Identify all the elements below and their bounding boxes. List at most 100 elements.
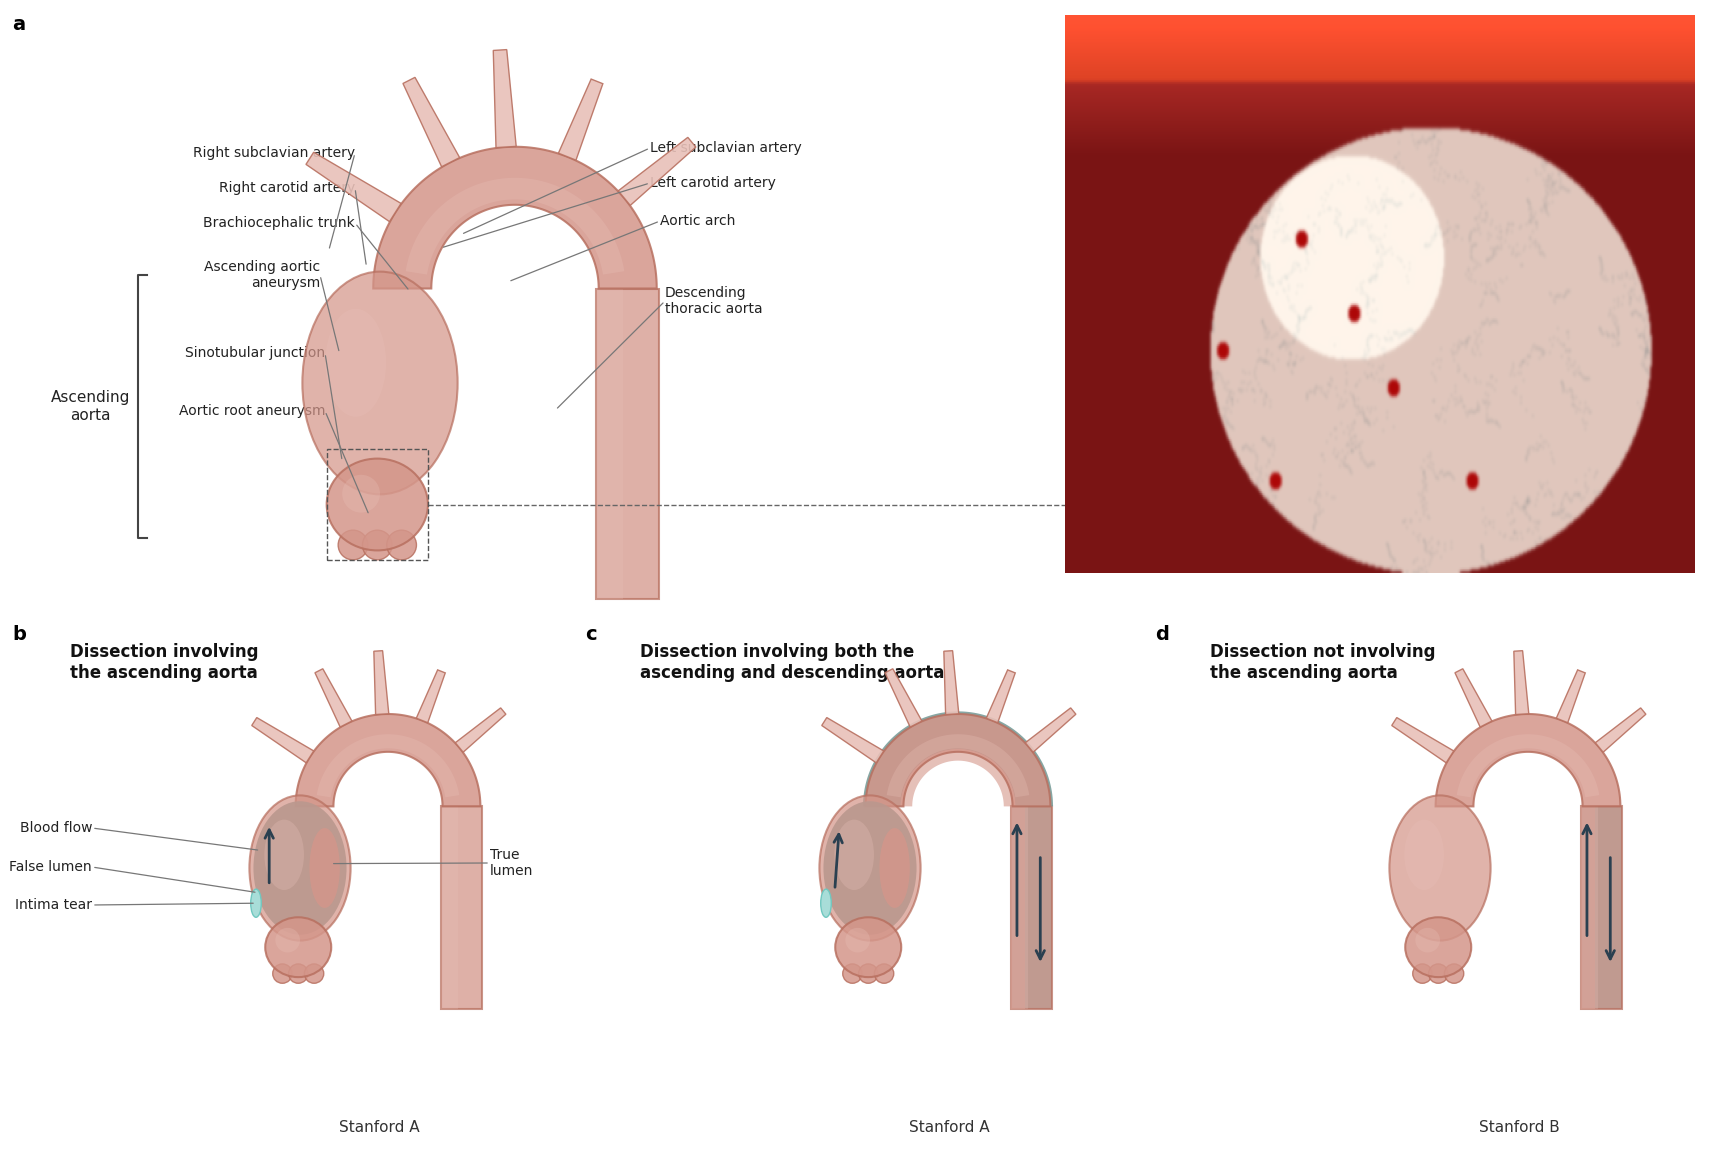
Polygon shape: [296, 714, 481, 806]
Polygon shape: [887, 734, 1029, 798]
Ellipse shape: [265, 918, 332, 977]
Text: Brachiocephalic trunk: Brachiocephalic trunk: [203, 216, 356, 230]
Text: Sinotubular junction: Sinotubular junction: [185, 347, 325, 361]
Polygon shape: [316, 734, 460, 798]
Polygon shape: [1436, 714, 1621, 806]
Text: c: c: [585, 625, 597, 644]
Text: Dissection involving both the
ascending and descending aorta: Dissection involving both the ascending …: [640, 643, 944, 682]
Polygon shape: [374, 650, 388, 714]
Ellipse shape: [1428, 964, 1448, 983]
Ellipse shape: [1412, 964, 1431, 983]
Polygon shape: [1580, 806, 1595, 1008]
Text: Descending
thoracic aorta: Descending thoracic aorta: [665, 286, 763, 316]
Ellipse shape: [821, 890, 831, 918]
Polygon shape: [1580, 806, 1623, 1008]
Text: d: d: [1154, 625, 1170, 644]
Polygon shape: [306, 152, 402, 222]
Ellipse shape: [879, 828, 910, 908]
Polygon shape: [559, 79, 604, 160]
Polygon shape: [1556, 670, 1585, 722]
Polygon shape: [823, 718, 884, 763]
Polygon shape: [987, 670, 1016, 722]
Ellipse shape: [834, 820, 874, 890]
Ellipse shape: [342, 475, 380, 513]
Polygon shape: [315, 669, 352, 727]
Ellipse shape: [310, 828, 340, 908]
Ellipse shape: [874, 964, 894, 983]
Polygon shape: [1513, 650, 1529, 714]
Polygon shape: [1580, 806, 1623, 1008]
Polygon shape: [864, 712, 1053, 806]
Text: Dissection involving
the ascending aorta: Dissection involving the ascending aorta: [70, 643, 258, 682]
Text: Stanford B: Stanford B: [1479, 1120, 1560, 1135]
Polygon shape: [1011, 806, 1028, 1008]
Polygon shape: [1455, 669, 1491, 727]
Polygon shape: [1580, 806, 1599, 1008]
Polygon shape: [886, 669, 922, 727]
Text: b: b: [12, 625, 26, 644]
Ellipse shape: [327, 458, 428, 550]
Ellipse shape: [1390, 795, 1491, 941]
Ellipse shape: [386, 530, 417, 559]
Polygon shape: [492, 50, 516, 148]
Ellipse shape: [250, 795, 351, 941]
Polygon shape: [1011, 806, 1052, 1008]
Polygon shape: [404, 78, 460, 166]
Text: Stanford A: Stanford A: [910, 1120, 990, 1135]
Polygon shape: [865, 714, 1050, 806]
Ellipse shape: [272, 964, 292, 983]
Ellipse shape: [824, 801, 917, 935]
Ellipse shape: [253, 801, 347, 935]
Polygon shape: [251, 718, 313, 763]
Ellipse shape: [325, 308, 386, 416]
Text: Dissection not involving
the ascending aorta: Dissection not involving the ascending a…: [1211, 643, 1435, 682]
Text: Ascending
aorta: Ascending aorta: [51, 391, 130, 423]
Text: Intima tear: Intima tear: [15, 898, 92, 912]
Ellipse shape: [289, 964, 308, 983]
Text: Ascending aortic
aneurysm: Ascending aortic aneurysm: [203, 259, 320, 290]
Ellipse shape: [275, 928, 299, 952]
Ellipse shape: [265, 820, 304, 890]
Ellipse shape: [845, 928, 870, 952]
Text: False lumen: False lumen: [9, 859, 92, 875]
Polygon shape: [619, 137, 696, 206]
Polygon shape: [597, 288, 622, 599]
Polygon shape: [1026, 708, 1076, 752]
Text: Right subclavian artery: Right subclavian artery: [193, 147, 356, 160]
Text: Stanford A: Stanford A: [339, 1120, 419, 1135]
Ellipse shape: [363, 530, 392, 559]
Ellipse shape: [834, 918, 901, 977]
Polygon shape: [944, 650, 959, 714]
Text: Right carotid artery: Right carotid artery: [219, 181, 356, 195]
Ellipse shape: [339, 530, 368, 559]
Text: Left subclavian artery: Left subclavian artery: [650, 141, 802, 155]
Polygon shape: [416, 670, 445, 722]
Ellipse shape: [1406, 918, 1471, 977]
Ellipse shape: [819, 795, 920, 941]
Ellipse shape: [843, 964, 862, 983]
Polygon shape: [1392, 718, 1453, 763]
Text: Aortic arch: Aortic arch: [660, 214, 735, 228]
Polygon shape: [441, 806, 482, 1008]
Ellipse shape: [303, 272, 458, 494]
Polygon shape: [1595, 708, 1647, 752]
Polygon shape: [405, 178, 624, 274]
Polygon shape: [441, 806, 458, 1008]
Polygon shape: [901, 749, 1016, 806]
Polygon shape: [1011, 806, 1052, 1008]
Polygon shape: [373, 147, 657, 288]
Ellipse shape: [304, 964, 323, 983]
Text: a: a: [12, 15, 26, 34]
Ellipse shape: [858, 964, 877, 983]
Ellipse shape: [1416, 928, 1440, 952]
Ellipse shape: [1445, 964, 1464, 983]
Text: Aortic root aneurysm: Aortic root aneurysm: [178, 404, 325, 418]
Text: Left carotid artery: Left carotid artery: [650, 176, 776, 190]
Polygon shape: [1457, 734, 1599, 798]
Ellipse shape: [251, 890, 262, 918]
Polygon shape: [597, 288, 660, 599]
Text: True
lumen: True lumen: [491, 848, 534, 878]
Text: Blood flow: Blood flow: [19, 821, 92, 835]
Polygon shape: [1011, 806, 1024, 1008]
Polygon shape: [455, 708, 506, 752]
